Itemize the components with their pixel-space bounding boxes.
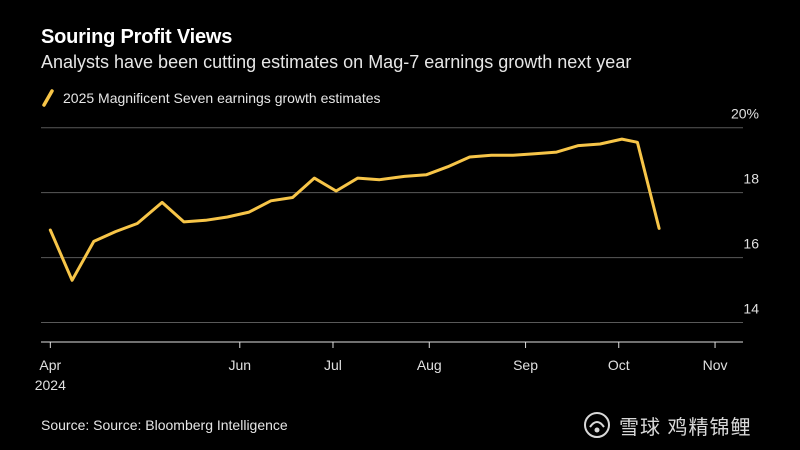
x-tick-label: Nov — [703, 357, 728, 373]
x-tick-label: Aug — [417, 357, 442, 373]
x-tick-label: Jun — [229, 357, 252, 373]
y-tick-label: 18 — [743, 171, 759, 187]
legend: 2025 Magnificent Seven earnings growth e… — [41, 88, 381, 108]
x-tick-label: Sep — [513, 357, 538, 373]
y-tick-label: 20% — [731, 106, 759, 122]
legend-label: 2025 Magnificent Seven earnings growth e… — [63, 90, 381, 106]
watermark-text: 雪球 鸡精锦鲤 — [619, 416, 752, 439]
chart-subtitle: Analysts have been cutting estimates on … — [41, 52, 632, 72]
x-tick-sublabel: 2024 — [35, 377, 66, 393]
source-note: Source: Source: Bloomberg Intelligence — [41, 417, 288, 433]
x-tick-label: Oct — [608, 357, 630, 373]
chart-title: Souring Profit Views — [41, 26, 233, 48]
y-tick-label: 14 — [743, 301, 759, 317]
legend-swatch-icon — [42, 89, 54, 107]
snowball-logo-icon — [584, 412, 610, 438]
watermark: 雪球 鸡精锦鲤 — [583, 407, 752, 443]
y-tick-label: 16 — [743, 236, 759, 252]
x-tick-label: Jul — [324, 357, 342, 373]
x-tick-label: Apr — [39, 357, 61, 373]
series-line — [48, 137, 661, 282]
